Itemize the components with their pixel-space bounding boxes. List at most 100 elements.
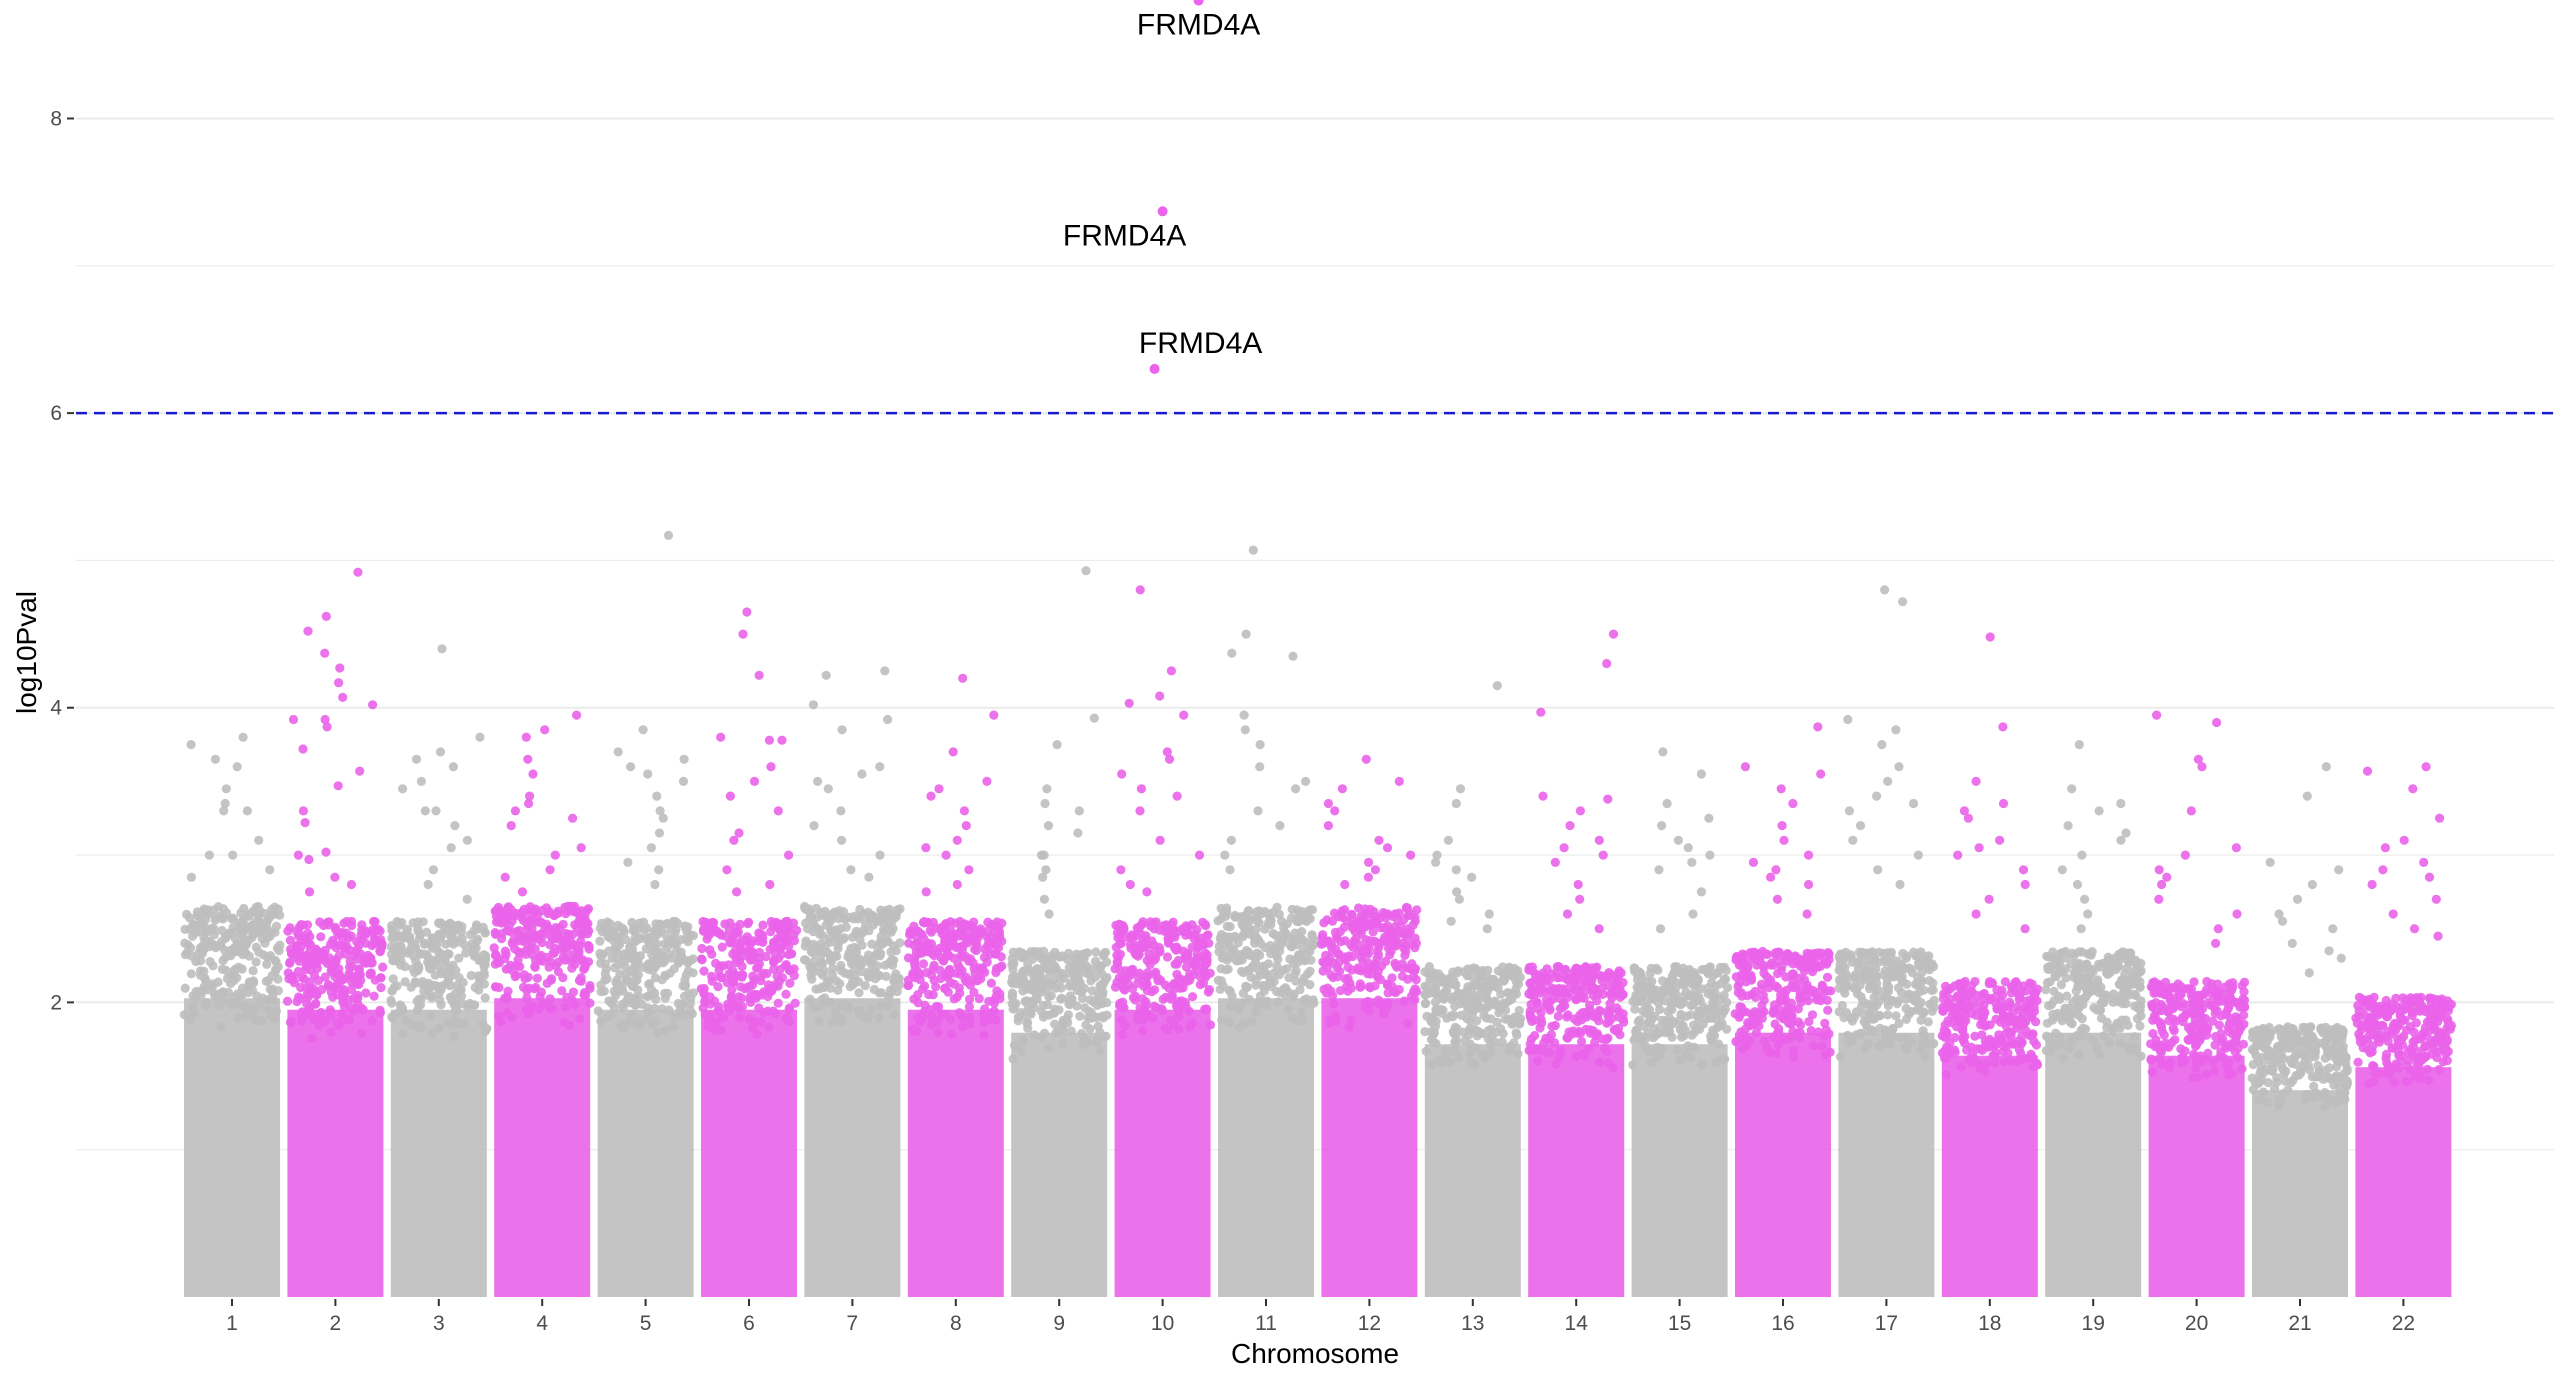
data-point [402, 924, 412, 935]
data-point [1098, 1013, 1108, 1023]
data-point [522, 993, 532, 1003]
data-point [1065, 991, 1075, 1001]
data-point [1230, 933, 1240, 943]
data-point [958, 1022, 968, 1032]
data-point [867, 939, 877, 949]
data-point [388, 1013, 398, 1023]
outlier-point [1998, 722, 2008, 732]
data-point [1513, 1049, 1523, 1059]
data-point [1591, 963, 1601, 974]
data-point [1386, 946, 1396, 956]
outlier-point [545, 865, 555, 875]
data-point [427, 1029, 437, 1039]
outlier-point [437, 644, 447, 654]
data-point [1533, 1056, 1543, 1066]
data-point [709, 918, 719, 928]
data-point [1486, 1047, 1496, 1057]
data-point [349, 972, 359, 982]
data-point [1359, 946, 1369, 956]
outlier-point [958, 673, 968, 683]
data-point [579, 990, 589, 1000]
outlier-point [1124, 698, 1134, 708]
data-point [1261, 1000, 1271, 1010]
outlier-point [1288, 651, 1298, 661]
outlier-point [1594, 924, 1604, 934]
outlier-point [1253, 806, 1263, 816]
outlier-point [921, 843, 931, 853]
data-point [1769, 1032, 1779, 1042]
data-point [884, 958, 895, 968]
data-point [248, 906, 258, 917]
data-point [1272, 902, 1282, 912]
data-point [1563, 1033, 1573, 1043]
data-point [1526, 999, 1536, 1010]
data-point [770, 1008, 781, 1019]
data-point [1133, 1010, 1143, 1020]
data-point [1077, 1028, 1087, 1039]
data-point [1748, 1014, 1758, 1024]
data-point [246, 1003, 256, 1013]
data-point [1372, 947, 1382, 957]
data-point [1038, 982, 1048, 992]
outlier-point [1125, 879, 1135, 890]
outlier-point [335, 663, 345, 673]
chromosome-12-points [1316, 754, 1422, 1297]
outlier-point [1363, 872, 1373, 882]
data-point [424, 982, 434, 992]
data-point [604, 996, 614, 1006]
data-point [369, 916, 379, 927]
data-point [945, 978, 956, 988]
outlier-point [1155, 835, 1165, 845]
data-point [718, 1011, 728, 1021]
data-point [785, 978, 795, 988]
data-point [1674, 999, 1684, 1009]
outlier-point [1073, 828, 1083, 838]
outlier-point [821, 670, 831, 680]
chromosome-8-points [903, 673, 1007, 1297]
data-point [558, 952, 568, 962]
data-point [1298, 935, 1308, 945]
data-point [1901, 1003, 1911, 1014]
outlier-point [330, 872, 340, 882]
data-point [480, 993, 490, 1003]
chromosome-4-dense-points [494, 998, 591, 1297]
data-point [1723, 983, 1733, 993]
outlier-point [1696, 887, 1706, 897]
data-point [320, 972, 330, 982]
chromosome-18-dense-points [1941, 1055, 2038, 1297]
outlier-point [550, 850, 560, 860]
data-point [670, 1012, 680, 1022]
outlier-point [1081, 566, 1091, 576]
data-point [698, 926, 709, 936]
data-point [883, 1000, 893, 1010]
outlier-point [1963, 813, 1973, 823]
data-point [217, 964, 227, 974]
data-point [1224, 985, 1234, 995]
outlier-point [1894, 762, 1904, 772]
outlier-point [1162, 747, 1172, 757]
data-point [1783, 1005, 1793, 1015]
outlier-point [446, 843, 456, 853]
data-point [1166, 994, 1176, 1004]
data-point [1670, 967, 1680, 977]
data-point [338, 927, 348, 938]
outlier-point [857, 769, 867, 779]
data-point [1687, 1030, 1697, 1040]
data-point [726, 1003, 736, 1013]
data-point [764, 1022, 774, 1032]
data-point [1126, 943, 1136, 954]
data-point [1485, 1039, 1496, 1050]
data-points [179, 530, 2456, 1297]
outlier-point [1608, 629, 1619, 639]
data-point [1572, 1017, 1583, 1027]
data-point [819, 966, 829, 976]
data-point [347, 920, 357, 931]
data-point [771, 979, 781, 990]
data-point [353, 990, 363, 1000]
outlier-point [1777, 821, 1787, 831]
data-point [1373, 998, 1383, 1009]
outlier-point [254, 835, 264, 845]
data-point [1409, 987, 1419, 997]
data-point [1794, 1033, 1805, 1043]
data-point [1996, 1017, 2006, 1027]
